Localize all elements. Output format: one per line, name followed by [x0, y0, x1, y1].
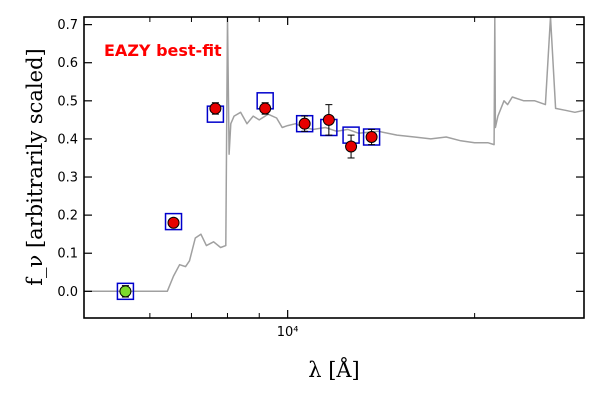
y-axis-label: f_ν [arbitrarily scaled]	[23, 48, 47, 285]
observed-flux-point	[345, 140, 358, 153]
template-spectrum	[84, 17, 584, 293]
observed-flux-point	[322, 113, 335, 126]
y-tick-label: 0.6	[57, 56, 78, 71]
model-flux-square	[164, 212, 183, 231]
y-tick-label: 0.3	[57, 171, 78, 186]
annotation-label: EAZY best-fit	[104, 41, 222, 60]
y-tick-label: 0.7	[57, 18, 78, 33]
y-tick-label: 0.5	[57, 94, 78, 109]
observed-layer	[119, 102, 378, 298]
model-flux-square	[116, 282, 135, 301]
y-tick-label: 0.2	[57, 209, 78, 224]
observed-flux-point	[365, 131, 378, 144]
template-layer	[84, 17, 584, 293]
y-tick-label: 0.4	[57, 132, 78, 147]
x-tick-label: 10⁴	[277, 325, 299, 340]
y-tick-label: 0.1	[57, 247, 78, 262]
non-detection-point	[119, 285, 132, 298]
plot-frame	[83, 16, 585, 319]
observed-flux-point	[209, 102, 222, 115]
observed-flux-point	[259, 102, 272, 115]
model-layer	[116, 92, 381, 301]
tick-layer: 0.0 0.1 0.2 0.3 0.4 0.5 0.6 0.7 10⁴	[57, 17, 584, 340]
observed-flux-point	[298, 117, 311, 130]
observed-flux-point	[167, 216, 180, 229]
y-tick-label: 0.0	[57, 285, 78, 300]
x-axis-label: λ [Å]	[308, 357, 360, 382]
